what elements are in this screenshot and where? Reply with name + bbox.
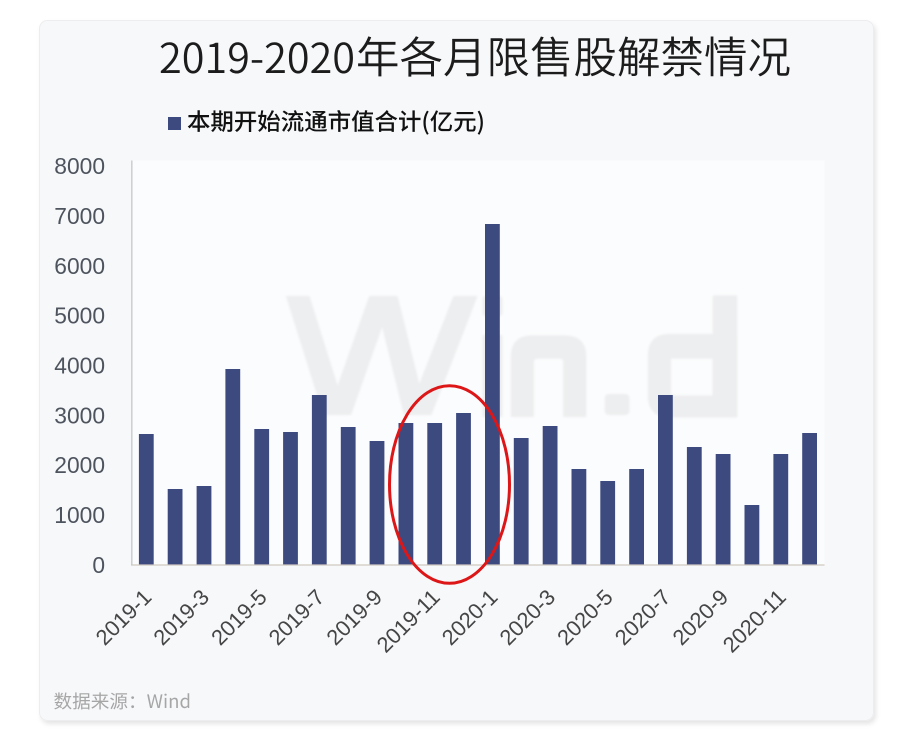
- svg-text:0: 0: [92, 552, 105, 578]
- svg-text:7000: 7000: [54, 203, 105, 229]
- svg-text:4000: 4000: [54, 353, 105, 379]
- svg-text:2000: 2000: [54, 452, 105, 478]
- svg-text:1000: 1000: [54, 502, 105, 528]
- svg-text:6000: 6000: [54, 253, 105, 279]
- svg-text:3000: 3000: [54, 402, 105, 428]
- svg-text:5000: 5000: [54, 303, 105, 329]
- svg-text:8000: 8000: [54, 153, 105, 179]
